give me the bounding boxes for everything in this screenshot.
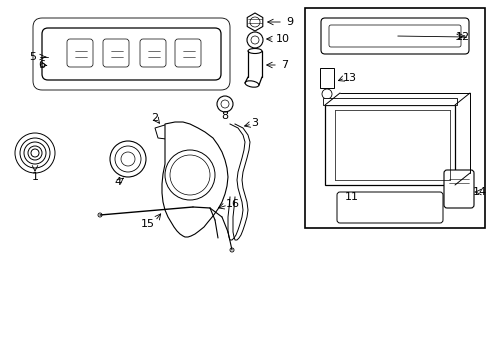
Bar xyxy=(325,105,454,185)
Circle shape xyxy=(217,96,232,112)
Ellipse shape xyxy=(244,81,258,87)
Text: 5: 5 xyxy=(29,52,37,62)
FancyBboxPatch shape xyxy=(140,39,165,67)
Polygon shape xyxy=(247,13,262,31)
Text: 11: 11 xyxy=(345,192,358,202)
Text: 1: 1 xyxy=(31,172,39,182)
Circle shape xyxy=(121,152,135,166)
FancyBboxPatch shape xyxy=(443,170,473,208)
Ellipse shape xyxy=(247,49,262,54)
Circle shape xyxy=(98,213,102,217)
Text: 13: 13 xyxy=(342,73,356,83)
Polygon shape xyxy=(155,124,172,139)
FancyBboxPatch shape xyxy=(336,192,442,223)
Circle shape xyxy=(246,32,263,48)
Polygon shape xyxy=(162,122,227,237)
Circle shape xyxy=(115,146,141,172)
Text: 12: 12 xyxy=(455,32,469,42)
Circle shape xyxy=(250,36,259,44)
Text: 8: 8 xyxy=(221,111,228,121)
Text: 15: 15 xyxy=(141,219,155,229)
Text: 14: 14 xyxy=(472,187,486,197)
FancyBboxPatch shape xyxy=(67,39,93,67)
Bar xyxy=(319,68,333,88)
Text: 3: 3 xyxy=(251,118,258,128)
Circle shape xyxy=(229,248,234,252)
Circle shape xyxy=(164,150,215,200)
FancyBboxPatch shape xyxy=(42,28,221,80)
Text: 9: 9 xyxy=(286,17,293,27)
Circle shape xyxy=(110,141,146,177)
Bar xyxy=(323,98,456,105)
Circle shape xyxy=(249,17,260,27)
Text: 2: 2 xyxy=(151,113,158,123)
Text: 7: 7 xyxy=(281,60,288,70)
Text: 4: 4 xyxy=(114,177,122,187)
Circle shape xyxy=(321,89,331,99)
Text: 6: 6 xyxy=(39,60,45,70)
FancyBboxPatch shape xyxy=(175,39,201,67)
FancyBboxPatch shape xyxy=(320,18,468,54)
Circle shape xyxy=(221,100,228,108)
Text: 16: 16 xyxy=(225,199,240,209)
FancyBboxPatch shape xyxy=(328,25,460,47)
FancyBboxPatch shape xyxy=(103,39,129,67)
Text: 10: 10 xyxy=(275,34,289,44)
Bar xyxy=(305,8,484,228)
Circle shape xyxy=(170,155,209,195)
